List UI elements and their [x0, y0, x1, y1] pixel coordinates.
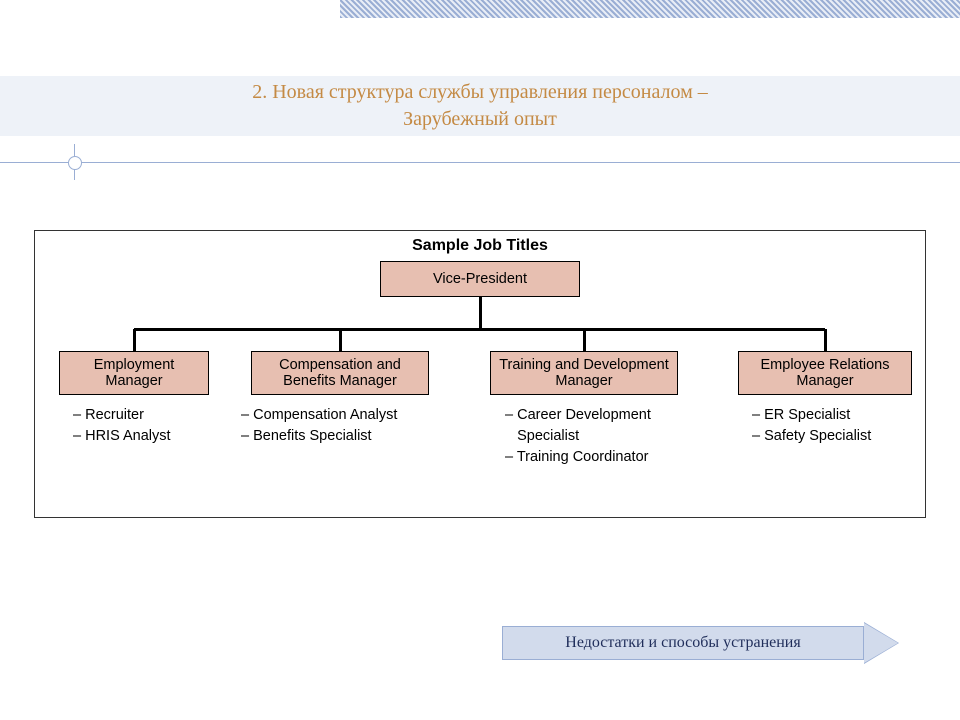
nav-next-arrow[interactable]: Недостатки и способы устранения [502, 626, 902, 660]
org-sublist-item: – HRIS Analyst [73, 426, 171, 447]
org-sublist-item: – Safety Specialist [752, 426, 871, 447]
arrow-head-icon [864, 623, 898, 663]
page-title-line1: 2. Новая структура службы управления пер… [252, 81, 708, 103]
org-sublist-item: – Compensation Analyst [241, 405, 397, 426]
org-edge-h [134, 328, 825, 331]
org-sublist-item: – ER Specialist [752, 405, 871, 426]
org-chart-title: Sample Job Titles [35, 237, 925, 255]
org-node-er: Employee Relations Manager [738, 351, 912, 395]
org-sublist-er: – ER Specialist– Safety Specialist [752, 405, 871, 447]
page-title-line2: Зарубежный опыт [403, 108, 557, 130]
top-pattern [340, 0, 960, 18]
org-chart: Sample Job Titles Vice-President Employme… [34, 230, 926, 518]
org-sublist-train: – Career Development Specialist– Trainin… [505, 405, 651, 468]
org-edge-drop-er [824, 329, 827, 351]
deco-line [0, 154, 960, 170]
page-title: 2. Новая структура службы управления пер… [252, 79, 708, 133]
org-edge-drop-emp [133, 329, 136, 351]
deco-hline [0, 162, 960, 163]
org-edge-drop-comp [339, 329, 342, 351]
org-sublist-item: – Training Coordinator [505, 447, 651, 468]
nav-next-label: Недостатки и способы устранения [502, 626, 864, 660]
org-sublist-comp: – Compensation Analyst– Benefits Special… [241, 405, 397, 447]
org-node-comp: Compensation and Benefits Manager [251, 351, 429, 395]
org-node-train: Training and Development Manager [490, 351, 678, 395]
org-edge-drop-train [583, 329, 586, 351]
title-band: 2. Новая структура службы управления пер… [0, 76, 960, 136]
org-sublist-item: – Benefits Specialist [241, 426, 397, 447]
org-node-root: Vice-President [380, 261, 580, 297]
org-sublist-item: – Recruiter [73, 405, 171, 426]
org-sublist-emp: – Recruiter– HRIS Analyst [73, 405, 171, 447]
deco-circle-icon [68, 156, 82, 170]
org-sublist-item: – Career Development Specialist [505, 405, 651, 447]
org-edge-root-v [479, 297, 482, 329]
org-node-emp: Employment Manager [59, 351, 209, 395]
